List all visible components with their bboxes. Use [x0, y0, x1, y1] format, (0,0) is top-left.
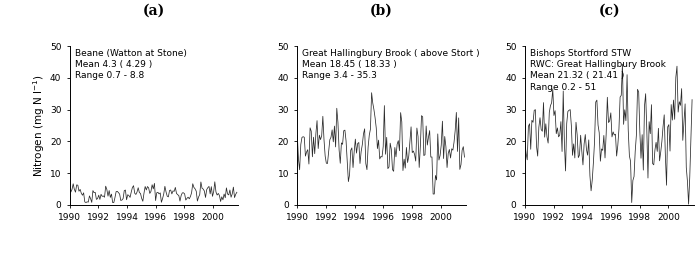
Text: (b): (b) — [370, 4, 393, 17]
Y-axis label: Nitrogen (mg N l$^{-1}$): Nitrogen (mg N l$^{-1}$) — [31, 74, 47, 177]
Text: (a): (a) — [143, 4, 165, 17]
Text: Great Hallingbury Brook ( above Stort )
Mean 18.45 ( 18.33 )
Range 3.4 - 35.3: Great Hallingbury Brook ( above Stort ) … — [302, 49, 480, 80]
Text: (c): (c) — [599, 4, 620, 17]
Text: Bishops Stortford STW
RWC: Great Hallingbury Brook
Mean 21.32 ( 21.41 )
Range 0.: Bishops Stortford STW RWC: Great Halling… — [530, 49, 666, 92]
Text: Beane (Watton at Stone)
Mean 4.3 ( 4.29 )
Range 0.7 - 8.8: Beane (Watton at Stone) Mean 4.3 ( 4.29 … — [75, 49, 187, 80]
